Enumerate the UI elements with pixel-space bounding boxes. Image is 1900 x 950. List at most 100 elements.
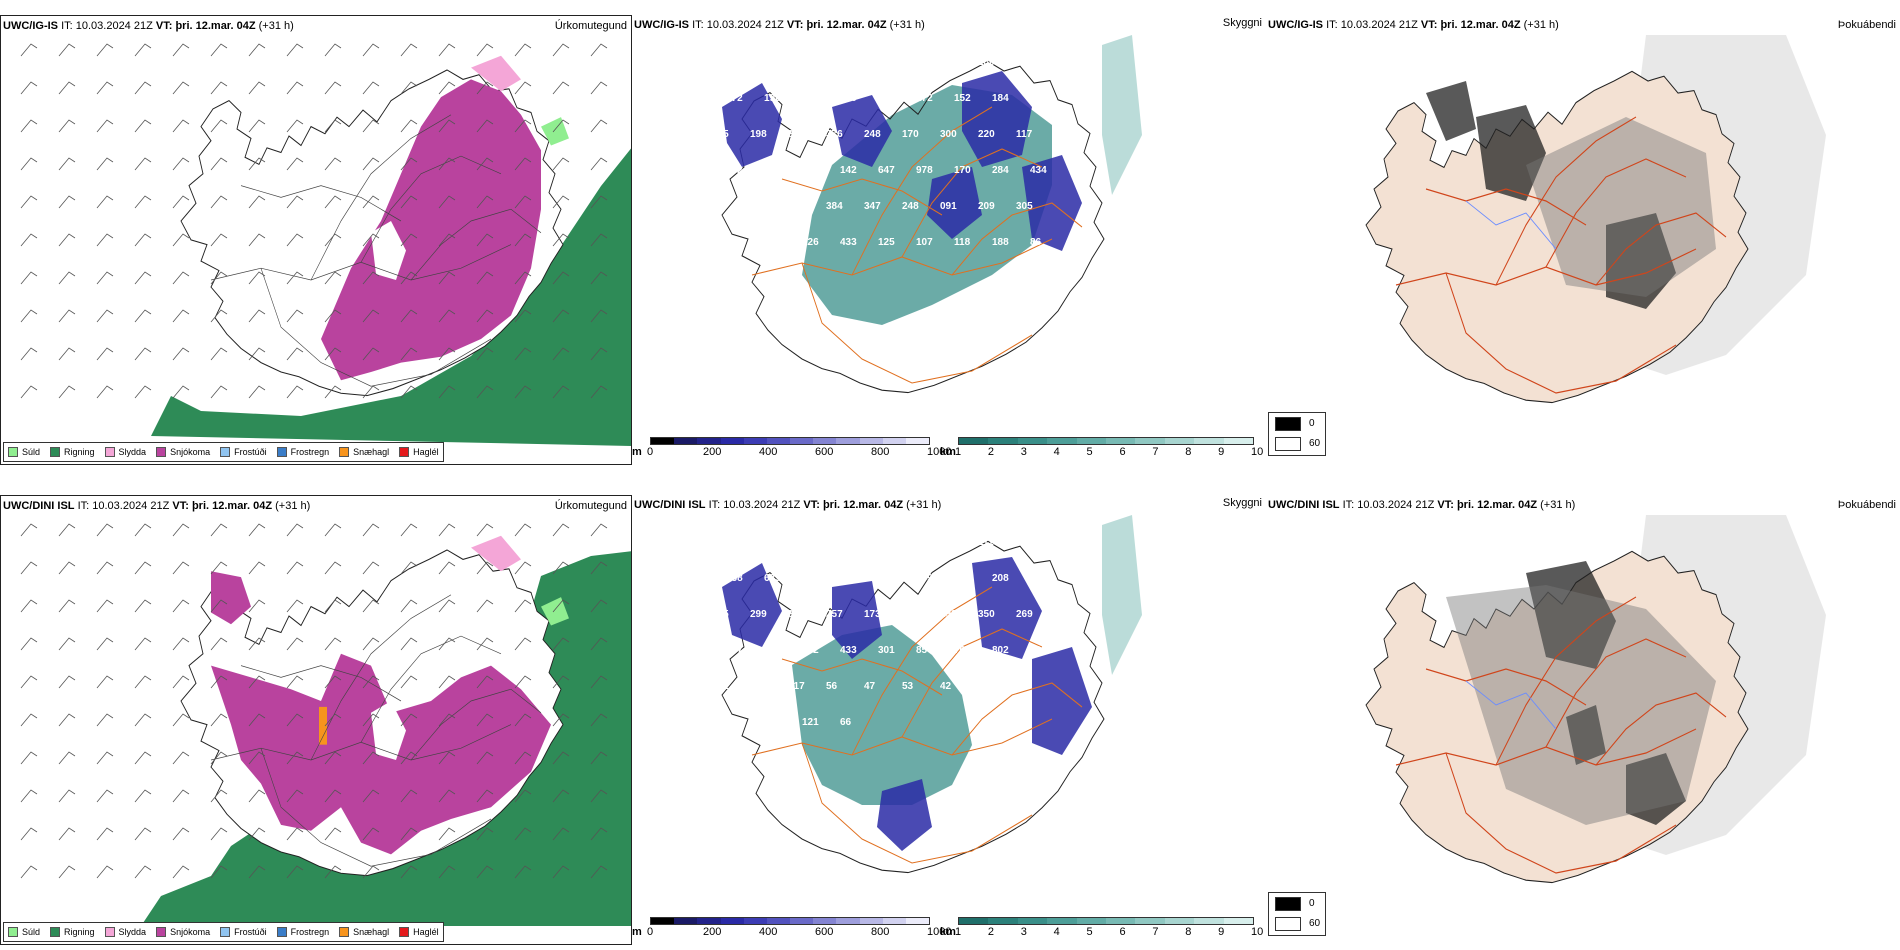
wind-barb — [362, 675, 380, 689]
fog-legend-top: 0 60 — [1268, 412, 1326, 456]
colorbar-segment — [882, 438, 906, 444]
visibility-value: 350 — [1016, 57, 1033, 68]
wind-barb — [400, 195, 418, 209]
wind-barb — [362, 827, 380, 841]
colorbar-visibility-bottom: km 1 2 3 4 5 6 7 8 9 10 — [940, 917, 1266, 939]
wind-barb — [362, 599, 380, 613]
wind-barb — [590, 599, 608, 613]
colorbar-unit: km — [940, 926, 956, 938]
wind-barb — [134, 347, 152, 361]
legend-label: Frostregn — [290, 447, 330, 457]
wind-barb — [134, 637, 152, 651]
wind-barb — [590, 347, 608, 361]
colorbar-segment — [743, 438, 767, 444]
visibility-value: 217 — [712, 201, 729, 212]
wind-barb — [476, 599, 494, 613]
colorbar-tick: 8 — [1185, 446, 1192, 458]
visibility-value: 142 — [840, 165, 857, 176]
colorbar-segment — [1076, 438, 1107, 444]
road-line — [1595, 692, 1727, 766]
visibility-value: 117 — [1016, 129, 1033, 140]
wind-barb — [210, 119, 228, 133]
visibility-panel-top: UWC/IG-IS IT: 10.03.2024 21Z VT: þri. 12… — [632, 15, 1266, 465]
visibility-value: 228 — [1030, 93, 1047, 104]
wind-barb — [476, 157, 494, 171]
wind-barb — [96, 157, 114, 171]
wind-barb — [362, 195, 380, 209]
colorbar-segment — [859, 438, 883, 444]
wind-barb — [438, 119, 456, 133]
wind-barb — [590, 43, 608, 57]
wind-barb — [324, 675, 342, 689]
precip-legend-top: Súld Rigning Slydda Snjókoma Frostúði Frostre… — [3, 442, 444, 462]
wind-barb — [248, 865, 266, 879]
visibility-value: 302 — [726, 165, 743, 176]
colorbar-elevation-top: m 0 200 400 600 800 1000 — [632, 437, 951, 459]
legend-swatch — [220, 447, 231, 457]
wind-barb — [552, 347, 570, 361]
wind-barb — [514, 751, 532, 765]
visibility-map-top: 286 336 366 152 624 272 134 280 350 272 190 309 250 2… — [712, 35, 1142, 394]
wind-barb — [286, 561, 304, 575]
road-line — [951, 682, 1083, 756]
fog-legend-label: 0 — [1309, 898, 1315, 909]
colorbar-segment — [1076, 918, 1107, 924]
wind-barb — [400, 599, 418, 613]
wind-barb — [172, 385, 190, 399]
wind-barb — [172, 713, 190, 727]
colorbar-segment — [674, 438, 698, 444]
visibility-value: 462 — [802, 645, 819, 656]
road-line — [1495, 596, 1637, 766]
visibility-value: 79 — [726, 717, 738, 728]
wind-barb — [324, 347, 342, 361]
visibility-value: 198 — [940, 609, 957, 620]
road-line — [410, 688, 542, 761]
wind-barb — [172, 865, 190, 879]
visibility-value: 317 — [788, 681, 805, 692]
wind-barb — [400, 713, 418, 727]
precip-title-bottom: UWC/DINI ISL IT: 10.03.2024 21Z VT: þri.… — [3, 500, 311, 512]
colorbar-tick: 1000 — [927, 446, 952, 458]
colorbar-segment — [1106, 918, 1136, 924]
legend-label: Snjókoma — [170, 447, 211, 457]
wind-barb — [286, 675, 304, 689]
wind-barb — [58, 637, 76, 651]
legend-label: Súld — [22, 447, 41, 457]
wind-barb — [58, 523, 76, 537]
wind-barb — [96, 81, 114, 95]
fog-legend-swatch — [1275, 437, 1301, 451]
road-line — [260, 748, 492, 867]
wind-barb — [476, 119, 494, 133]
wind-barb — [590, 233, 608, 247]
wind-barb — [552, 309, 570, 323]
wind-barb — [400, 385, 418, 399]
fog-label-bottom: Þokuábendi — [1837, 499, 1896, 511]
visibility-value: 220 — [978, 129, 995, 140]
legend-item: Rigning — [50, 447, 95, 457]
visibility-value: 190 — [764, 93, 781, 104]
visibility-value: 85 — [864, 537, 876, 548]
fog-legend-swatch — [1275, 897, 1301, 911]
wind-barb — [362, 789, 380, 803]
wind-barb — [476, 827, 494, 841]
wind-barb — [58, 789, 76, 803]
colorbar-strip — [650, 917, 930, 925]
colorbar-strip — [958, 437, 1254, 445]
wind-barb — [476, 81, 494, 95]
wind-barb — [286, 751, 304, 765]
wind-barb — [438, 713, 456, 727]
wind-barb — [286, 523, 304, 537]
terrain-area — [1032, 647, 1092, 755]
fog-label-top: Þokuábendi — [1837, 19, 1896, 31]
wind-barb — [324, 523, 342, 537]
wind-barb — [286, 157, 304, 171]
wind-barb — [248, 157, 266, 171]
precip-title-top: UWC/IG-IS IT: 10.03.2024 21Z VT: þri. 12… — [3, 20, 294, 32]
visibility-value: 63 — [902, 609, 914, 620]
legend-item: Rigning — [50, 927, 95, 937]
colorbar-tick: 600 — [815, 446, 834, 458]
wind-barb — [286, 309, 304, 323]
legend-swatch — [8, 447, 18, 457]
visibility-value: 624 — [864, 57, 881, 68]
wind-barb — [20, 195, 38, 209]
